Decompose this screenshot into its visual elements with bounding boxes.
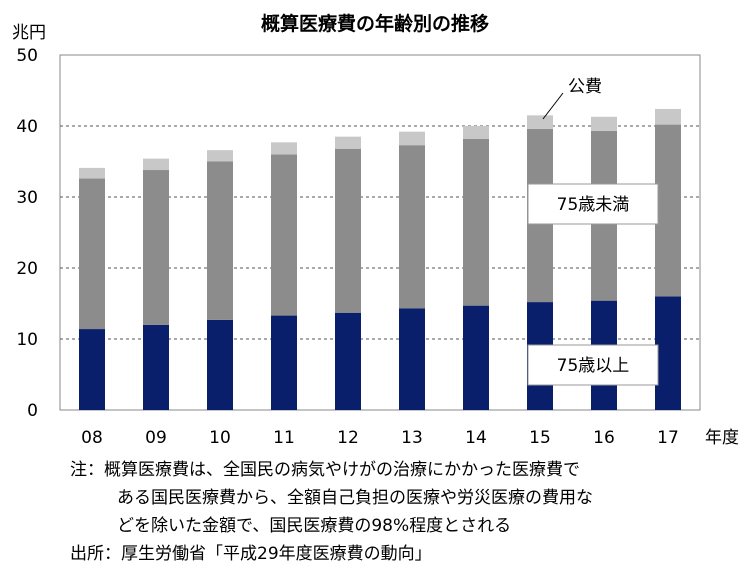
label-under75-box (527, 183, 659, 225)
bar-over75 (399, 308, 425, 410)
x-axis-unit: 年度 (705, 428, 739, 448)
bar-kouhi (591, 116, 617, 131)
kouhi-leader-line (542, 92, 564, 120)
chart: 概算医療費の年齢別の推移 兆円 年度 0 10 20 30 40 50 08 09 10 11 12… (12, 12, 739, 448)
bar-over75 (335, 312, 361, 410)
bar-over75 (463, 305, 489, 410)
plot-area (59, 54, 701, 411)
x-tick-label: 16 (593, 428, 615, 448)
bar-under75 (399, 145, 425, 309)
source-line: 出所：厚生労働省「平成29年度医療費の動向」 (70, 544, 432, 564)
bar-over75 (143, 324, 169, 410)
x-tick-label: 10 (209, 428, 231, 448)
x-tick-label: 08 (81, 428, 103, 448)
bar-kouhi (527, 115, 553, 129)
bar-kouhi (79, 167, 105, 179)
note-line-1: 注：概算医療費は、全国民の病気やけがの治療にかかった医療費で (70, 460, 580, 480)
label-over75-box (527, 344, 659, 386)
bar-over75 (79, 329, 105, 410)
x-tick-label: 11 (273, 428, 295, 448)
bar-kouhi (655, 108, 681, 125)
x-tick-label: 13 (401, 428, 423, 448)
bar-under75 (271, 154, 297, 316)
bar-under75 (143, 170, 169, 325)
bar-over75 (271, 315, 297, 410)
note-line-2: ある国民医療費から、全額自己負担の医療や労災医療の費用な (117, 488, 593, 508)
y-tick-label: 50 (16, 46, 38, 66)
label-over75: 75歳以上 (557, 356, 630, 376)
bar-under75 (655, 124, 681, 297)
y-tick-label: 0 (27, 401, 38, 421)
bar-kouhi (271, 142, 297, 155)
bar-under75 (207, 161, 233, 320)
label-kouhi: 公費 (568, 77, 602, 97)
bar-kouhi (463, 126, 489, 139)
bar-over75 (655, 296, 681, 410)
bar-under75 (463, 138, 489, 306)
y-axis-unit: 兆円 (12, 23, 46, 43)
note-line-3: どを除いた金額で、国民医療費の98%程度とされる (117, 516, 512, 536)
x-tick-label: 17 (657, 428, 679, 448)
bar-over75 (207, 319, 233, 410)
x-tick-label: 15 (529, 428, 551, 448)
bar-under75 (335, 148, 361, 313)
x-tick-label: 09 (145, 428, 167, 448)
chart-title: 概算医療費の年齢別の推移 (261, 12, 489, 35)
bar-kouhi (143, 158, 169, 171)
bar-kouhi (399, 131, 425, 146)
y-tick-label: 30 (16, 188, 38, 208)
bar-kouhi (335, 136, 361, 149)
x-tick-label: 12 (337, 428, 359, 448)
y-tick-label: 20 (16, 259, 38, 279)
label-under75: 75歳未満 (557, 195, 630, 215)
footnotes: 注：概算医療費は、全国民の病気やけがの治療にかかった医療費で ある国民医療費から… (70, 456, 593, 568)
x-tick-label: 14 (465, 428, 487, 448)
y-tick-label: 40 (16, 117, 38, 137)
bar-kouhi (207, 150, 233, 162)
y-tick-label: 10 (16, 330, 38, 350)
bar-under75 (79, 178, 105, 330)
